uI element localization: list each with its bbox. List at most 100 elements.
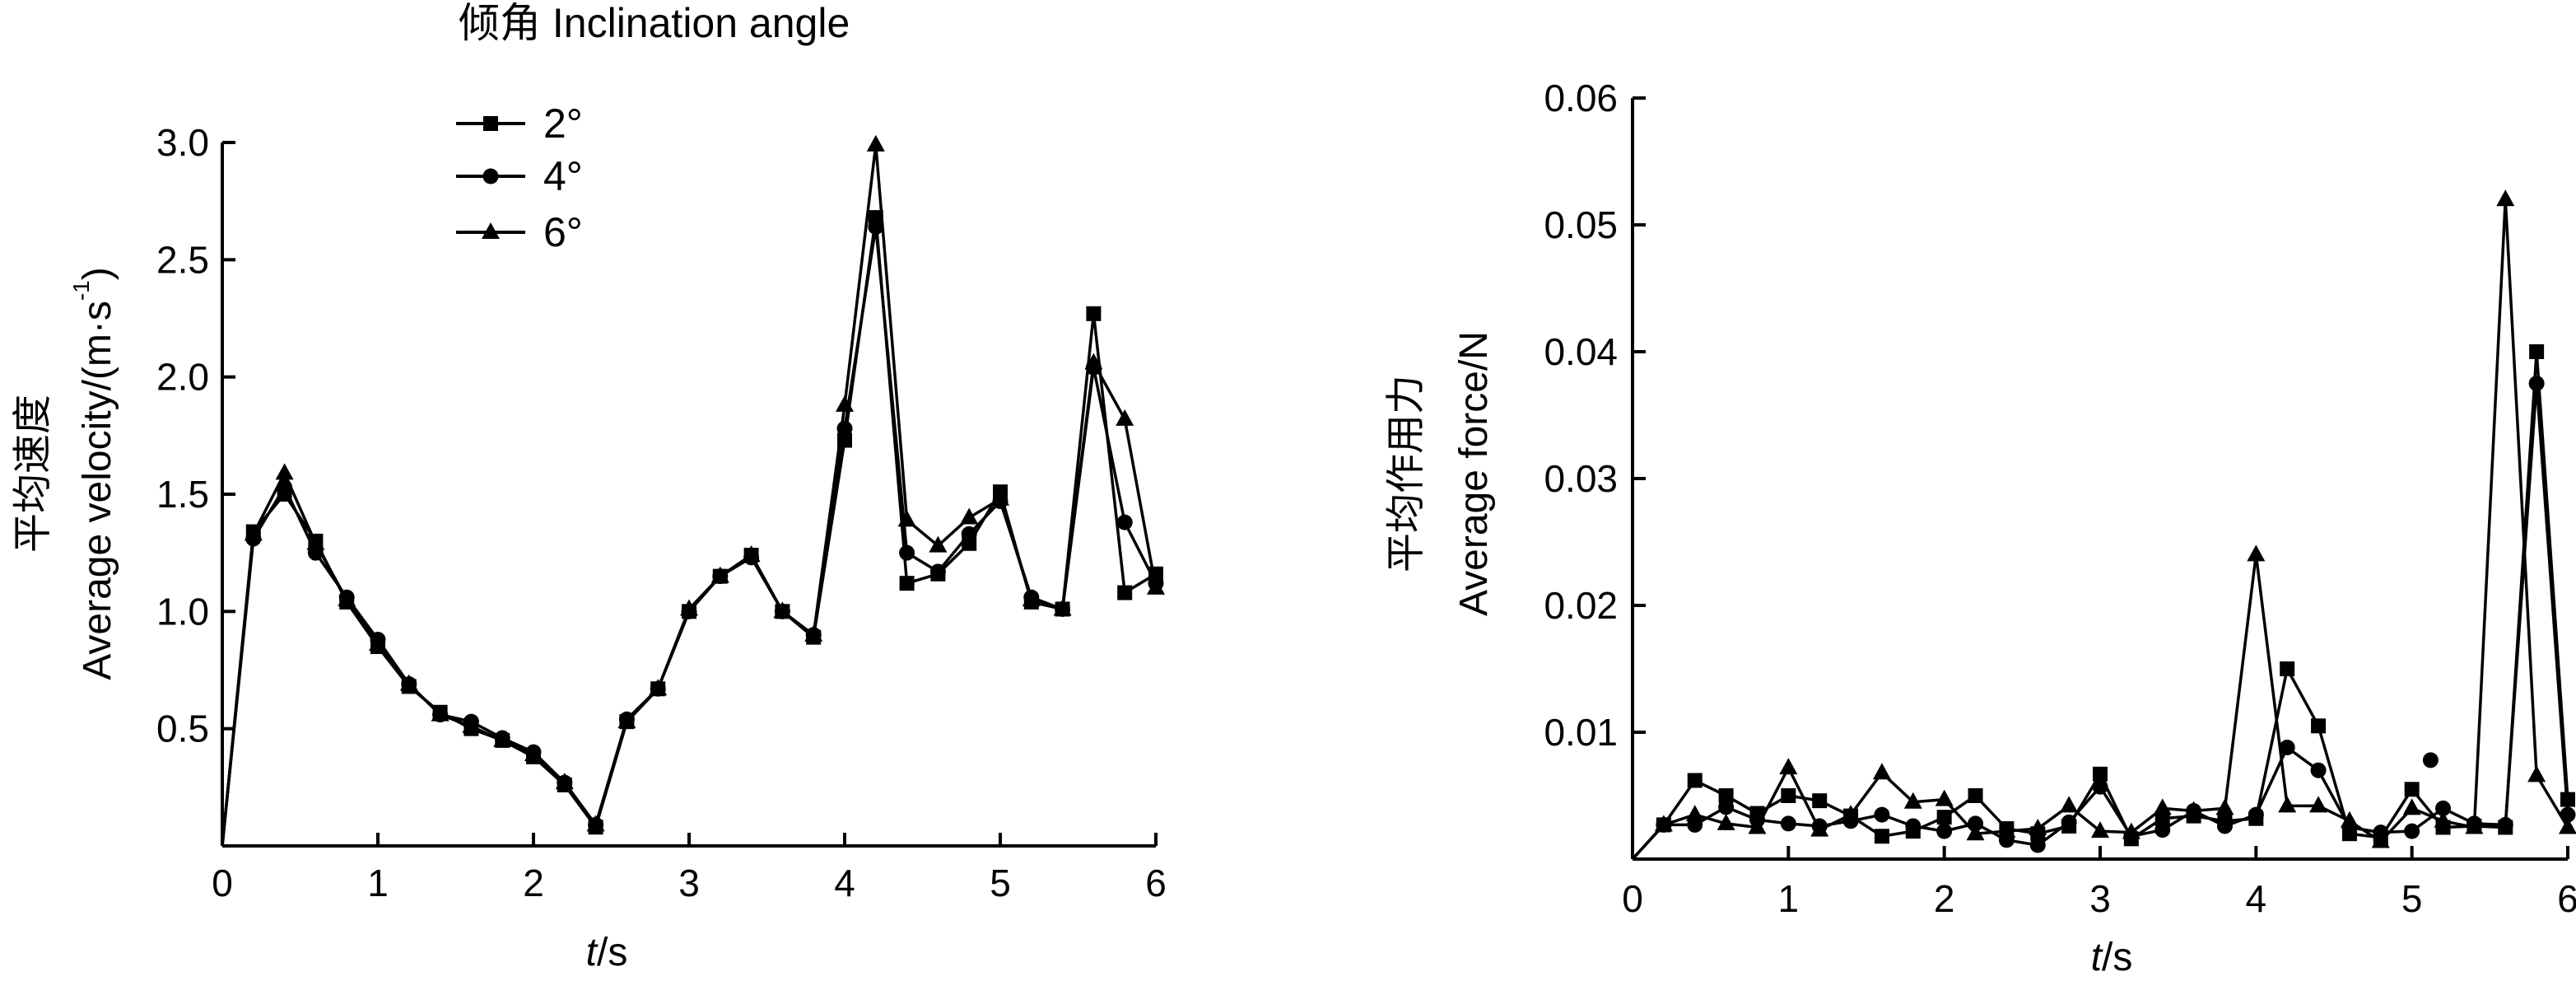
series-line — [222, 217, 1156, 846]
x-tick-label: 1 — [367, 862, 389, 904]
data-point — [1688, 773, 1703, 788]
data-point — [837, 421, 853, 437]
data-point — [2154, 798, 2172, 815]
y-axis-title-en: Average force/N — [1452, 331, 1496, 616]
data-point — [1937, 810, 1952, 825]
data-point — [1875, 829, 1889, 843]
series-circle — [222, 219, 1164, 846]
data-point — [1968, 788, 1983, 803]
data-point — [1117, 586, 1132, 600]
legend-item: 6° — [456, 209, 583, 255]
y-tick-label: 2.5 — [156, 238, 209, 281]
x-axis-title-unit: /s — [2102, 936, 2132, 977]
data-point — [1781, 815, 1796, 831]
data-point — [1812, 793, 1827, 808]
legend-label: 4° — [543, 153, 583, 199]
legend-marker — [483, 169, 499, 185]
data-point — [2093, 779, 2108, 795]
x-tick-label: 1 — [1778, 877, 1800, 920]
x-tick-label: 3 — [678, 862, 700, 904]
data-point — [2091, 821, 2109, 838]
data-point — [2248, 807, 2264, 823]
data-point — [2529, 376, 2545, 391]
y-axis-title-en: Average velocity/(m·s-1) — [68, 267, 119, 680]
y-tick-label: 2.0 — [156, 356, 209, 399]
y-tick-label: 1.5 — [156, 473, 209, 516]
series-triangle — [222, 135, 1165, 846]
data-point — [2405, 782, 2420, 796]
data-point — [2280, 661, 2294, 676]
y-tick-label: 0.02 — [1544, 584, 1618, 627]
x-tick-label: 6 — [1145, 862, 1167, 904]
data-point — [1874, 807, 1889, 823]
data-point — [2529, 344, 2544, 359]
data-point — [1117, 515, 1133, 530]
data-point — [1686, 805, 1704, 821]
data-point — [2215, 798, 2234, 815]
x-tick-label: 6 — [2557, 877, 2576, 920]
series-circle — [1633, 376, 2576, 859]
data-point — [1935, 790, 1954, 806]
y-tick-label: 1.0 — [156, 590, 209, 633]
data-point — [867, 135, 885, 152]
data-point — [2404, 824, 2420, 839]
legend-label: 6° — [543, 209, 583, 255]
data-point — [960, 507, 978, 524]
y-tick-label: 0.01 — [1544, 711, 1618, 754]
legend-title: 倾角 Inclination angle — [459, 0, 850, 46]
series-line — [222, 227, 1156, 846]
data-point — [2060, 796, 2078, 812]
series-square — [222, 210, 1163, 846]
data-point — [962, 526, 977, 542]
x-tick-label: 4 — [2246, 877, 2267, 920]
data-point — [930, 563, 946, 579]
y-axis-title-cn: 平均速度 — [12, 395, 55, 553]
legend-marker — [483, 116, 498, 131]
legend-label: 2° — [543, 100, 583, 147]
y-axis-title: 平均作用力 Average force/N — [1385, 331, 1496, 616]
data-point — [2154, 822, 2170, 838]
data-point — [1086, 306, 1101, 321]
data-point — [2423, 752, 2439, 768]
data-point — [276, 463, 294, 479]
data-point — [1905, 818, 1921, 834]
data-point — [899, 545, 915, 561]
x-tick-label: 4 — [834, 862, 855, 904]
y-tick-label: 0.5 — [156, 708, 209, 750]
data-point — [2309, 796, 2327, 812]
data-point — [1779, 758, 1797, 774]
legend: 倾角 Inclination angle 2° 4° 6° — [456, 0, 850, 255]
x-axis-title: t/s — [2091, 936, 2133, 977]
y-tick-label: 0.03 — [1544, 457, 1618, 500]
legend-item: 2° — [456, 100, 583, 147]
data-point — [1116, 409, 1134, 426]
data-point — [2030, 838, 2046, 853]
data-point — [1781, 788, 1796, 803]
data-point — [900, 576, 915, 591]
y-tick-label: 3.0 — [156, 121, 209, 164]
x-axis-title: t/s — [586, 931, 628, 974]
data-point — [1718, 799, 1734, 815]
data-point — [1873, 763, 1891, 779]
y-axis-title-cn: 平均作用力 — [1385, 375, 1428, 572]
x-tick-label: 3 — [2089, 877, 2111, 920]
x-tick-label: 5 — [990, 862, 1011, 904]
legend-item: 4° — [456, 153, 583, 199]
data-point — [2278, 796, 2296, 812]
x-axis-title-unit: /s — [597, 931, 627, 974]
data-point — [2311, 718, 2326, 733]
x-tick-label: 0 — [1622, 877, 1643, 920]
data-point — [1936, 824, 1952, 839]
x-tick-label: 2 — [523, 862, 544, 904]
y-tick-label: 0.05 — [1544, 203, 1618, 246]
y-tick-label: 0.04 — [1544, 330, 1618, 373]
data-point — [2496, 189, 2514, 206]
series-line — [222, 145, 1156, 846]
data-point — [2311, 763, 2327, 778]
